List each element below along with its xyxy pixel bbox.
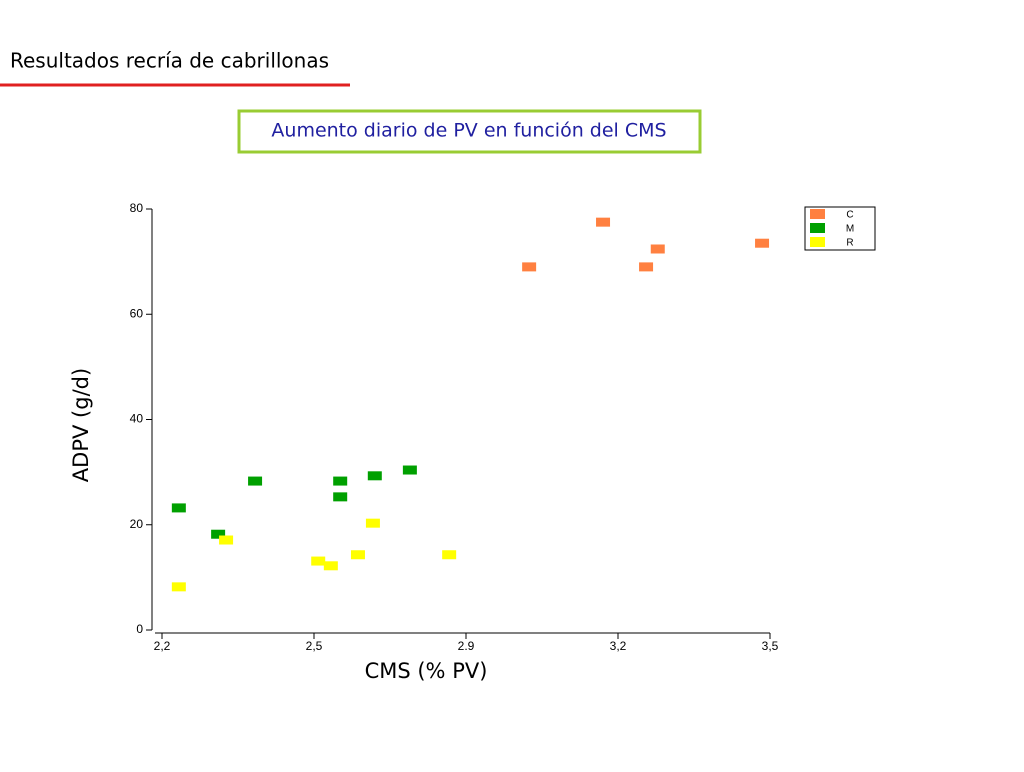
- point: [333, 476, 348, 486]
- legend-swatch: [810, 237, 825, 247]
- y-tick-label: 60: [130, 306, 144, 320]
- point: [311, 556, 326, 566]
- point: [323, 561, 338, 571]
- y-tick-label: 0: [136, 622, 143, 636]
- point: [402, 465, 417, 475]
- legend-label: R: [846, 238, 853, 249]
- y-tick-label: 20: [130, 517, 144, 531]
- point: [219, 535, 234, 545]
- chart-title-box: [237, 109, 702, 154]
- point: [350, 550, 365, 560]
- point: [650, 244, 665, 254]
- y-tick-label: 80: [130, 201, 144, 215]
- legend-swatch: [810, 209, 825, 219]
- point: [248, 476, 263, 486]
- point: [367, 471, 382, 481]
- point: [639, 262, 654, 272]
- point: [522, 262, 537, 272]
- point: [365, 518, 380, 528]
- y-tick-label: 40: [130, 412, 144, 426]
- point: [171, 503, 186, 513]
- y-axis-label: ADPV (g/d): [69, 368, 93, 482]
- x-axis-label: CMS (% PV): [365, 659, 488, 683]
- chart-title: Aumento diario de PV en función del CMS: [271, 120, 666, 142]
- x-tick-label: 2,2: [154, 639, 171, 653]
- point: [596, 217, 611, 227]
- point: [211, 529, 226, 539]
- point: [442, 550, 457, 560]
- legend-swatch: [810, 223, 825, 233]
- x-tick-label: 3,5: [762, 639, 779, 653]
- legend-label: M: [846, 224, 854, 235]
- x-tick-label: 2,5: [306, 639, 323, 653]
- point: [171, 582, 186, 592]
- point: [333, 492, 348, 502]
- point: [755, 238, 770, 248]
- x-tick-label: 3,2: [610, 639, 627, 653]
- legend-label: C: [846, 210, 853, 221]
- x-tick-label: 2.9: [458, 639, 475, 653]
- slide-title: Resultados recría de cabrillonas: [10, 49, 329, 73]
